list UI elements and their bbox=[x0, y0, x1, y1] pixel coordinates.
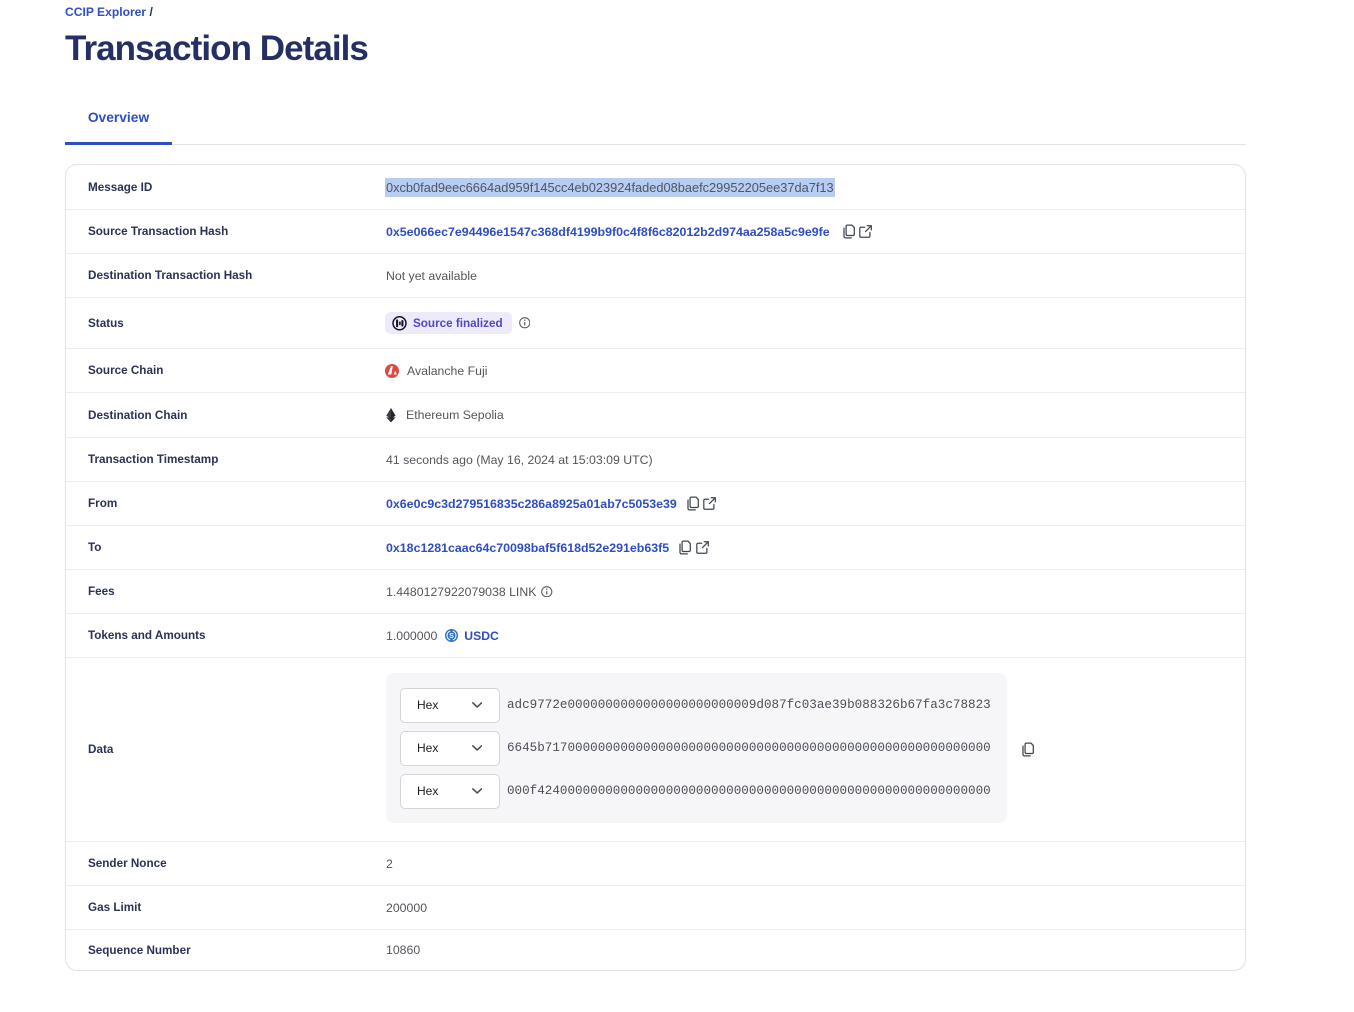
svg-text:S: S bbox=[449, 631, 454, 640]
